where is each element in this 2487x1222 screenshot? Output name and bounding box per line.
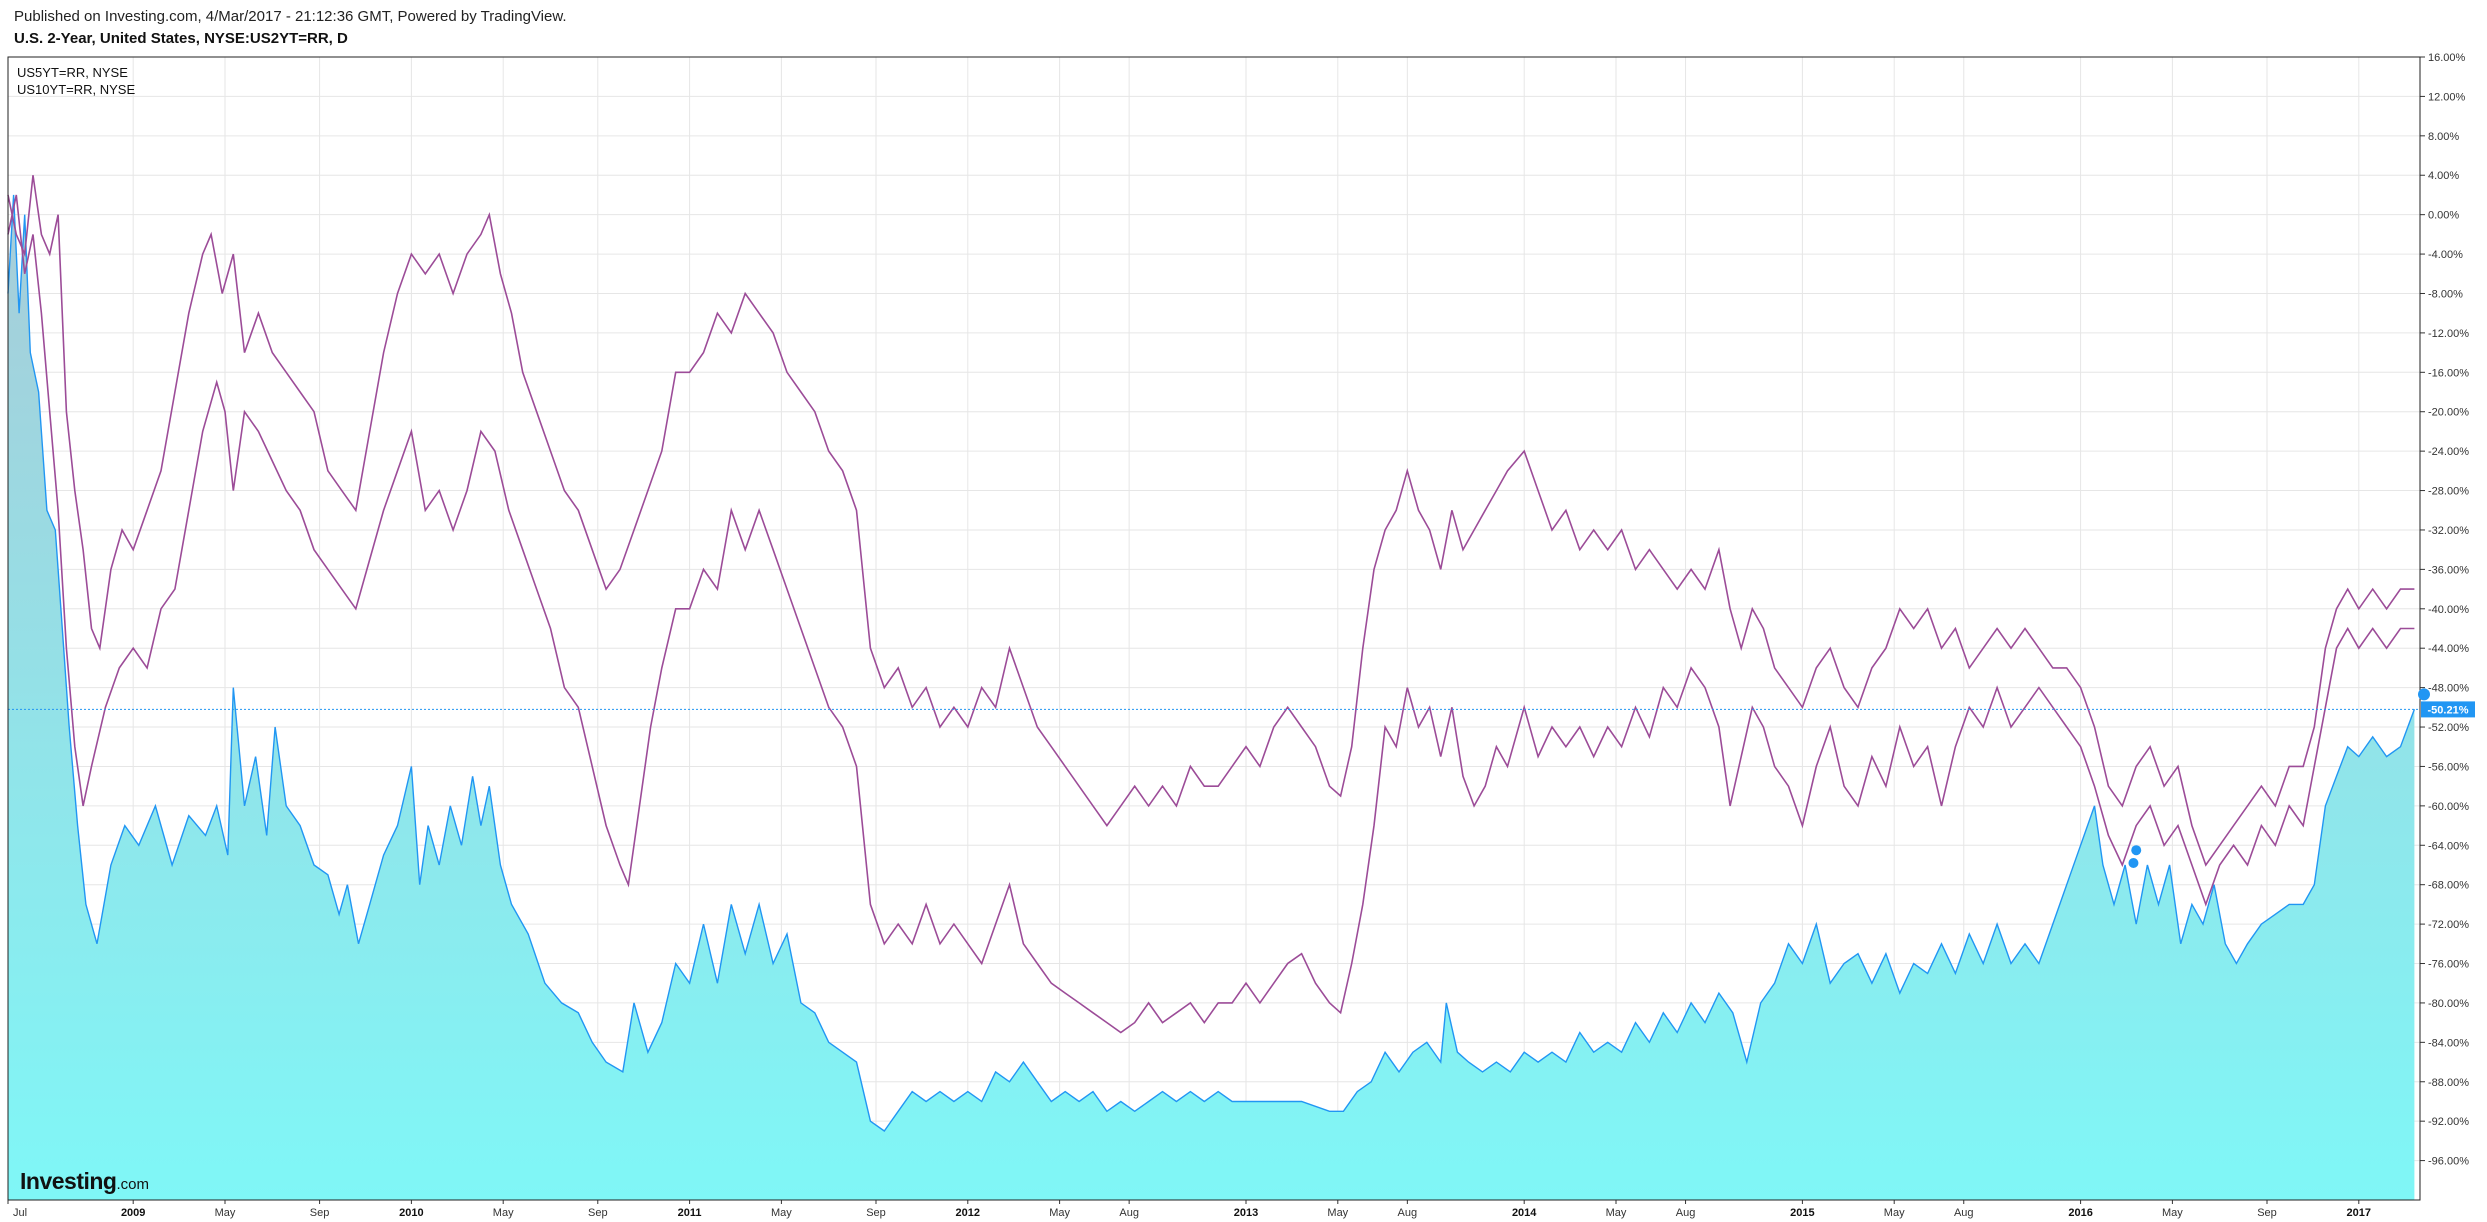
x-tick-label: 2013 (1234, 1207, 1258, 1219)
y-tick-label: -16.00% (2428, 367, 2469, 379)
last-value-badge (2421, 701, 2475, 718)
y-tick-label: -92.00% (2428, 1116, 2469, 1128)
x-tick-label: 2012 (956, 1207, 980, 1219)
last-value-label: -50.21% (2428, 704, 2469, 716)
x-tick-label: Aug (1119, 1207, 1139, 1219)
y-tick-label: -24.00% (2428, 446, 2469, 458)
y-tick-label: 4.00% (2428, 170, 2459, 182)
x-tick-label: Jul (13, 1207, 27, 1219)
event-marker (2131, 845, 2142, 856)
x-tick-label: May (1049, 1207, 1070, 1219)
x-tick-label: 2009 (121, 1207, 145, 1219)
us5y-line (7, 194, 2415, 1034)
x-tick-label: Aug (1954, 1207, 1974, 1219)
y-tick-label: -68.00% (2428, 880, 2469, 892)
x-tick-label: Aug (1676, 1207, 1696, 1219)
y-tick-label: 0.00% (2428, 210, 2459, 222)
x-tick-label: Sep (866, 1207, 886, 1219)
y-tick-label: -44.00% (2428, 643, 2469, 655)
logo-main: Investing (20, 1168, 117, 1194)
x-tick-label: May (2162, 1207, 2183, 1219)
x-tick-label: May (493, 1207, 514, 1219)
x-tick-label: May (1327, 1207, 1348, 1219)
y-tick-label: -84.00% (2428, 1037, 2469, 1049)
axes: 16.00% 12.00% 8.00% 4.00% 0.00% -4.00% -8.00% -… (7, 52, 2475, 1219)
x-tick-label: Sep (588, 1207, 608, 1219)
y-tick-label: -12.00% (2428, 328, 2469, 340)
logo-suffix: .com (116, 1176, 149, 1193)
y-tick-label: -96.00% (2428, 1156, 2469, 1168)
x-tick-label: 2014 (1512, 1207, 1537, 1219)
y-tick-label: -76.00% (2428, 959, 2469, 971)
x-tick-label: Sep (2257, 1207, 2277, 1219)
series-layer (7, 175, 2420, 1200)
y-tick-label: -88.00% (2428, 1077, 2469, 1089)
y-tick-label: -48.00% (2428, 683, 2469, 695)
y-tick-label: 16.00% (2428, 52, 2466, 64)
y-tick-label: 12.00% (2428, 91, 2466, 103)
x-tick-label: 2010 (399, 1207, 423, 1219)
y-tick-label: -72.00% (2428, 919, 2469, 931)
legend: US5YT=RR, NYSE US10YT=RR, NYSE (17, 64, 135, 98)
us2y-line (7, 194, 2416, 1132)
y-tick-label: -32.00% (2428, 525, 2469, 537)
us10y-line (7, 175, 2415, 867)
x-tick-label: 2017 (2347, 1207, 2371, 1219)
plot-frame (7, 56, 2421, 1201)
y-tick-label: -20.00% (2428, 407, 2469, 419)
y-tick-label: -40.00% (2428, 604, 2469, 616)
y-tick-label: -80.00% (2428, 998, 2469, 1010)
x-tick-label: May (1884, 1207, 1905, 1219)
legend-entry-us10yt: US10YT=RR, NYSE (17, 82, 136, 97)
chart-title: U.S. 2-Year, United States, NYSE:US2YT=R… (14, 30, 348, 47)
x-tick-label: May (771, 1207, 792, 1219)
y-tick-label: -8.00% (2428, 288, 2463, 300)
y-tick-label: -36.00% (2428, 564, 2469, 576)
y-tick-label: -56.00% (2428, 761, 2469, 773)
y-tick-label: -60.00% (2428, 801, 2469, 813)
y-tick-label: -52.00% (2428, 722, 2469, 734)
x-tick-label: Sep (310, 1207, 330, 1219)
x-tick-label: May (215, 1207, 236, 1219)
x-tick-label: 2011 (678, 1207, 702, 1219)
x-tick-label: Aug (1398, 1207, 1418, 1219)
x-tick-label: May (1606, 1207, 1627, 1219)
x-tick-label: 2015 (1790, 1207, 1814, 1219)
published-note: Published on Investing.com, 4/Mar/2017 -… (14, 8, 567, 25)
y-tick-label: -28.00% (2428, 486, 2469, 498)
us2y-area (8, 194, 2415, 1200)
y-tick-label: -4.00% (2428, 249, 2463, 261)
y-tick-label: -64.00% (2428, 840, 2469, 852)
last-value-marker (2418, 688, 2430, 701)
legend-entry-us5yt: US5YT=RR, NYSE (17, 65, 128, 80)
event-marker (2128, 858, 2139, 869)
x-tick-label: 2016 (2068, 1207, 2092, 1219)
investing-logo: Investing.com (20, 1168, 149, 1195)
y-tick-label: 8.00% (2428, 131, 2459, 143)
